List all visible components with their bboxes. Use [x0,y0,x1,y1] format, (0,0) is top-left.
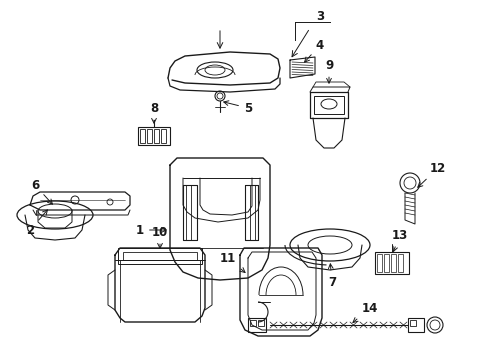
Bar [249,320,256,326]
Text: 13: 13 [391,229,407,251]
Text: 12: 12 [417,162,445,187]
Text: 2: 2 [26,210,47,237]
Bar [118,248,202,264]
Bar [138,127,170,145]
Text: 8: 8 [149,102,158,123]
Bar [407,318,423,332]
Bar [390,254,395,272]
Bar [123,252,197,260]
Text: 10: 10 [152,225,168,248]
Bar [383,254,388,272]
Text: 11: 11 [220,252,244,273]
Text: 1: 1 [136,224,166,237]
Bar [161,129,165,143]
Bar [154,129,159,143]
Bar [376,254,381,272]
Bar [374,252,408,274]
Text: 3: 3 [315,9,324,23]
Bar [247,318,265,332]
Text: 9: 9 [324,59,332,83]
Bar [140,129,145,143]
Bar [147,129,152,143]
Bar [313,96,343,114]
Text: 6: 6 [31,179,52,204]
Text: 4: 4 [304,39,324,62]
Text: 7: 7 [327,264,335,288]
Bar [258,320,264,326]
Text: 5: 5 [224,101,252,114]
Bar [397,254,402,272]
Bar [409,320,415,326]
Text: 14: 14 [352,302,377,323]
